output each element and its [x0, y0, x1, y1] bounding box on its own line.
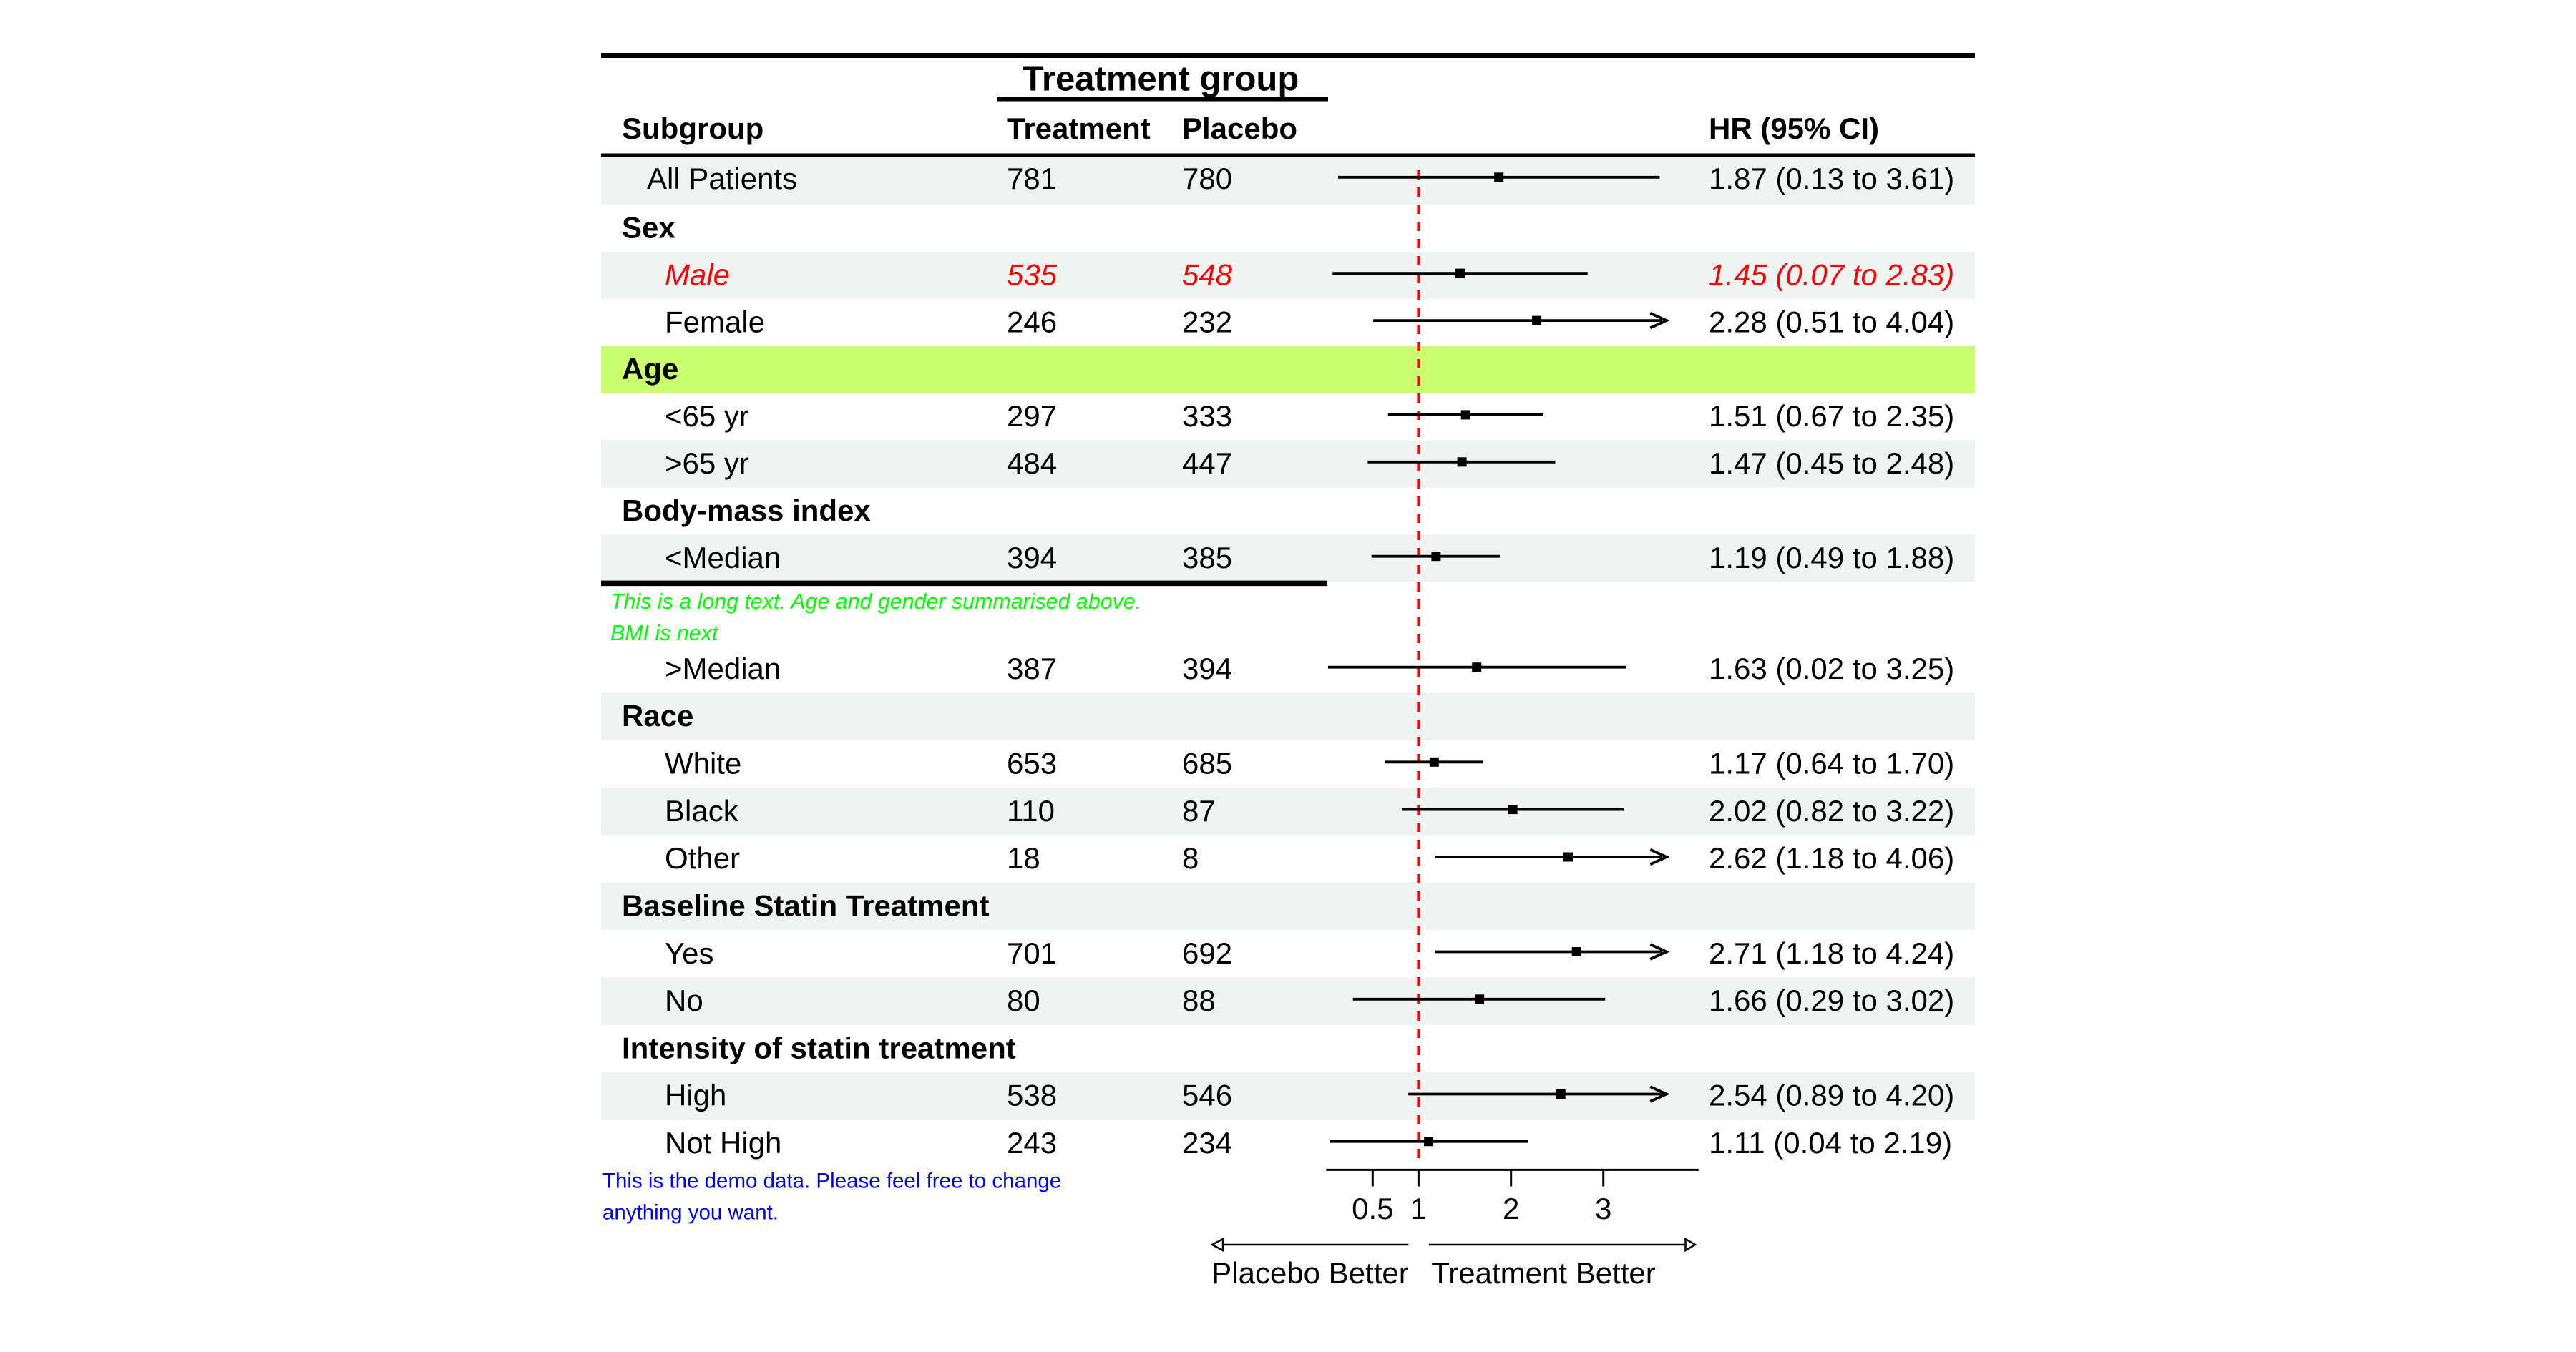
svg-text:All Patients: All Patients — [647, 162, 797, 195]
svg-text:1.66 (0.29 to 3.02): 1.66 (0.29 to 3.02) — [1709, 984, 1954, 1017]
svg-text:387: 387 — [1007, 652, 1057, 685]
svg-text:538: 538 — [1007, 1079, 1057, 1112]
svg-text:535: 535 — [1007, 258, 1058, 291]
svg-text:385: 385 — [1182, 541, 1232, 574]
svg-text:1.11 (0.04 to 2.19): 1.11 (0.04 to 2.19) — [1709, 1126, 1952, 1160]
svg-text:2.71 (1.18 to 4.24): 2.71 (1.18 to 4.24) — [1709, 936, 1954, 970]
svg-text:<Median: <Median — [665, 541, 781, 574]
svg-text:781: 781 — [1007, 162, 1057, 195]
svg-text:234: 234 — [1182, 1126, 1232, 1160]
svg-text:297: 297 — [1007, 399, 1057, 433]
svg-text:80: 80 — [1007, 984, 1040, 1017]
svg-text:>65 yr: >65 yr — [665, 446, 749, 480]
svg-text:780: 780 — [1182, 162, 1232, 195]
svg-text:18: 18 — [1007, 841, 1040, 875]
svg-text:<65 yr: <65 yr — [665, 399, 749, 433]
svg-text:Treatment Better: Treatment Better — [1431, 1256, 1656, 1290]
svg-text:2.02 (0.82 to 3.22): 2.02 (0.82 to 3.22) — [1709, 794, 1954, 828]
svg-text:Placebo Better: Placebo Better — [1211, 1256, 1409, 1290]
svg-text:No: No — [665, 984, 703, 1017]
svg-text:1.87 (0.13 to 3.61): 1.87 (0.13 to 3.61) — [1709, 162, 1954, 195]
svg-text:447: 447 — [1182, 446, 1232, 480]
svg-text:This is a long text. Age and g: This is a long text. Age and gender summ… — [610, 589, 1141, 614]
svg-text:3: 3 — [1595, 1192, 1611, 1225]
svg-text:1.45 (0.07 to 2.83): 1.45 (0.07 to 2.83) — [1709, 258, 1954, 291]
svg-text:1.51 (0.67 to 2.35): 1.51 (0.67 to 2.35) — [1709, 399, 1954, 433]
svg-text:685: 685 — [1182, 747, 1232, 780]
svg-text:Treatment group: Treatment group — [1023, 60, 1299, 99]
svg-text:1.19 (0.49 to 1.88): 1.19 (0.49 to 1.88) — [1709, 541, 1954, 574]
svg-text:2.54 (0.89 to 4.20): 2.54 (0.89 to 4.20) — [1709, 1079, 1954, 1112]
svg-text:1.63 (0.02 to 3.25): 1.63 (0.02 to 3.25) — [1709, 652, 1954, 685]
svg-text:8: 8 — [1182, 841, 1199, 875]
svg-text:Yes: Yes — [665, 936, 714, 970]
svg-text:Age: Age — [622, 352, 678, 386]
svg-text:87: 87 — [1182, 794, 1216, 828]
svg-text:BMI is next: BMI is next — [610, 621, 719, 645]
svg-text:Placebo: Placebo — [1182, 112, 1297, 145]
svg-text:243: 243 — [1007, 1126, 1057, 1160]
svg-text:High: High — [665, 1079, 726, 1112]
svg-text:1.17 (0.64 to 1.70): 1.17 (0.64 to 1.70) — [1709, 747, 1954, 780]
svg-text:546: 546 — [1182, 1079, 1232, 1112]
svg-text:246: 246 — [1007, 305, 1057, 338]
svg-text:701: 701 — [1007, 936, 1057, 970]
svg-text:333: 333 — [1182, 399, 1232, 433]
svg-text:anything you want.: anything you want. — [602, 1201, 779, 1225]
svg-text:1: 1 — [1410, 1192, 1427, 1225]
svg-text:Black: Black — [665, 794, 739, 828]
svg-text:2.28 (0.51 to 4.04): 2.28 (0.51 to 4.04) — [1709, 305, 1954, 338]
svg-text:Female: Female — [665, 305, 765, 338]
svg-text:2: 2 — [1503, 1192, 1519, 1225]
svg-text:1.47 (0.45 to 2.48): 1.47 (0.45 to 2.48) — [1709, 446, 1954, 480]
svg-text:110: 110 — [1007, 794, 1055, 828]
svg-text:This is the demo data. Please: This is the demo data. Please feel free … — [602, 1170, 1061, 1193]
svg-text:Body-mass index: Body-mass index — [622, 494, 871, 527]
svg-text:692: 692 — [1182, 936, 1232, 970]
svg-text:Intensity of statin treatment: Intensity of statin treatment — [622, 1031, 1016, 1064]
svg-text:2.62 (1.18 to 4.06): 2.62 (1.18 to 4.06) — [1709, 841, 1954, 875]
svg-text:Race: Race — [622, 699, 693, 733]
svg-text:Not High: Not High — [665, 1126, 781, 1160]
svg-text:Baseline Statin Treatment: Baseline Statin Treatment — [622, 888, 990, 922]
svg-text:White: White — [665, 747, 741, 780]
svg-text:548: 548 — [1182, 258, 1233, 291]
svg-text:0.5: 0.5 — [1352, 1192, 1393, 1225]
svg-text:Male: Male — [665, 258, 730, 291]
svg-text:Other: Other — [665, 841, 740, 875]
svg-text:Sex: Sex — [622, 210, 675, 244]
svg-text:Treatment: Treatment — [1007, 112, 1151, 145]
svg-text:484: 484 — [1007, 446, 1057, 480]
svg-text:394: 394 — [1007, 541, 1057, 574]
svg-text:88: 88 — [1182, 984, 1216, 1017]
svg-text:>Median: >Median — [665, 652, 781, 685]
svg-text:394: 394 — [1182, 652, 1232, 685]
svg-text:Subgroup: Subgroup — [622, 112, 763, 145]
svg-text:653: 653 — [1007, 747, 1057, 780]
svg-text:232: 232 — [1182, 305, 1232, 338]
svg-text:HR (95% CI): HR (95% CI) — [1709, 112, 1879, 145]
